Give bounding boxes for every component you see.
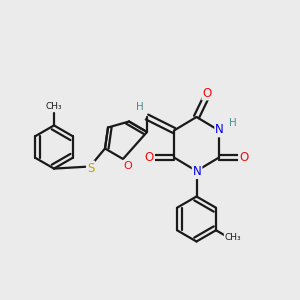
Text: O: O xyxy=(202,86,211,100)
Text: H: H xyxy=(136,102,143,112)
Text: H: H xyxy=(229,118,236,128)
Text: O: O xyxy=(123,160,132,171)
Text: N: N xyxy=(193,165,202,178)
Text: S: S xyxy=(87,161,94,175)
Text: O: O xyxy=(239,151,248,164)
Text: CH₃: CH₃ xyxy=(46,102,62,111)
Text: N: N xyxy=(215,123,224,136)
Text: O: O xyxy=(145,151,154,164)
Text: CH₃: CH₃ xyxy=(225,233,241,242)
